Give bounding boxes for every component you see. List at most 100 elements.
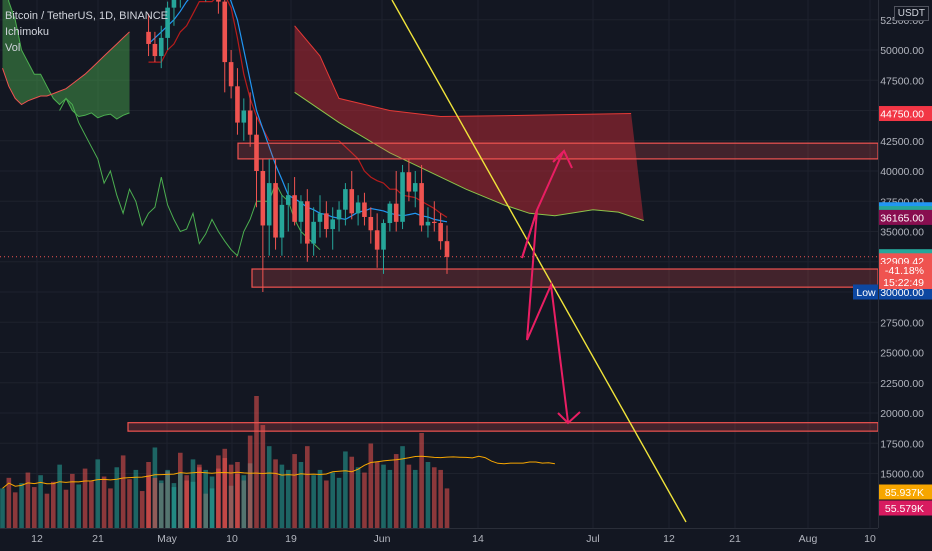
candle-body — [400, 172, 405, 222]
price-tick-label: 20000.00 — [880, 408, 924, 420]
volume-bar — [432, 467, 437, 528]
volume-bar — [412, 469, 418, 528]
volume-marker — [878, 484, 932, 500]
volume-bar — [298, 462, 304, 528]
candle-body — [412, 183, 418, 192]
candle-body — [393, 203, 399, 222]
volume-bar — [158, 480, 164, 528]
volume-bar — [63, 489, 69, 528]
volume-bar — [76, 484, 81, 528]
time-tick-label: 14 — [472, 533, 484, 545]
volume-bar — [101, 476, 107, 528]
volume-bar — [152, 477, 158, 528]
volume-bar — [419, 432, 424, 528]
volume-bar — [317, 469, 323, 528]
volume-bar — [292, 454, 297, 528]
volume-bar — [133, 469, 139, 528]
price-tick-label: 47500.00 — [880, 75, 924, 87]
price-marker-extra — [878, 264, 932, 289]
volume-bar — [362, 472, 367, 528]
volume-bar — [393, 454, 399, 528]
volume-bar — [406, 464, 412, 528]
volume-bar — [209, 488, 215, 528]
candle-body — [343, 189, 348, 210]
candle-body — [362, 202, 367, 217]
volume-legend[interactable]: Vol — [5, 42, 21, 54]
volume-bar — [444, 488, 450, 528]
time-tick-label: 10 — [226, 533, 238, 545]
projection-path — [521, 151, 564, 259]
candle-body — [355, 202, 361, 214]
volume-bar — [285, 469, 291, 528]
price-marker — [878, 106, 932, 122]
candle-body — [374, 230, 380, 250]
low-tag-label: Low — [856, 287, 876, 299]
projection-arrowhead — [557, 411, 581, 425]
candle-body — [425, 221, 431, 226]
volume-bar — [139, 491, 145, 528]
volume-bar — [146, 475, 151, 528]
price-tick-label: 25000.00 — [880, 348, 924, 360]
ichimoku-kijun-line — [148, 0, 448, 218]
trendline — [391, 0, 687, 523]
volume-bar — [51, 481, 56, 528]
volume-bar — [190, 459, 196, 528]
volume-bar — [127, 479, 132, 528]
volume-bar — [82, 468, 88, 528]
time-tick-label: 10 — [864, 533, 876, 545]
volume-bar — [31, 487, 37, 528]
ichimoku-cloud-future — [294, 25, 644, 221]
volume-bar — [260, 425, 266, 528]
chart-legend: Bitcoin / TetherUS, 1D, BINANCE Ichimoku… — [5, 8, 168, 56]
volume-bar — [171, 483, 177, 528]
volume-bar — [216, 455, 221, 528]
price-axis[interactable]: USDT — [878, 0, 932, 528]
volume-bar — [38, 475, 43, 528]
candle-body — [298, 201, 304, 222]
volume-marker-label: 55.579K — [885, 503, 924, 515]
time-tick-label: 19 — [285, 533, 297, 545]
candle-body — [266, 183, 272, 226]
candle-body — [279, 204, 285, 238]
candle-body — [381, 223, 386, 250]
volume-bar — [425, 462, 431, 528]
candle-body — [438, 223, 443, 242]
candle-body — [336, 209, 342, 220]
volume-ma-line — [2, 455, 555, 489]
currency-label[interactable]: USDT — [893, 6, 929, 21]
volume-bar — [57, 464, 62, 528]
volume-bar — [44, 493, 50, 528]
volume-bar — [254, 396, 259, 528]
volume-marker — [878, 500, 932, 516]
ichimoku-cloud-past — [2, 0, 130, 119]
candle-body — [254, 134, 259, 171]
projection-arrowhead — [552, 149, 573, 169]
candle-body — [216, 0, 221, 2]
volume-bar — [222, 448, 228, 528]
ichimoku-legend[interactable]: Ichimoku — [5, 26, 50, 38]
time-axis[interactable] — [0, 528, 878, 551]
candles — [146, 0, 450, 292]
candle-body — [330, 219, 335, 230]
candle-body — [406, 172, 412, 192]
volume-bar — [241, 475, 247, 528]
volume-bar — [197, 467, 202, 528]
volume-bar — [228, 464, 234, 528]
time-tick-label: Jun — [374, 533, 391, 545]
volume-bar — [311, 475, 316, 528]
candle-body — [146, 31, 151, 44]
price-marker-label: 30000.00 — [880, 287, 924, 299]
candle-body — [349, 189, 355, 214]
symbol-title[interactable]: Bitcoin / TetherUS, 1D, BINANCE — [5, 10, 169, 22]
volume-bar — [266, 446, 272, 528]
volume-bar — [273, 459, 278, 528]
volume-bar — [178, 472, 183, 528]
candle-body — [165, 7, 170, 38]
candle-body — [222, 1, 228, 63]
low-tag — [853, 284, 878, 300]
candle-body — [419, 183, 424, 226]
volume-bar — [25, 472, 31, 528]
candle-body — [311, 221, 316, 244]
price-tick-label: 17500.00 — [880, 438, 924, 450]
